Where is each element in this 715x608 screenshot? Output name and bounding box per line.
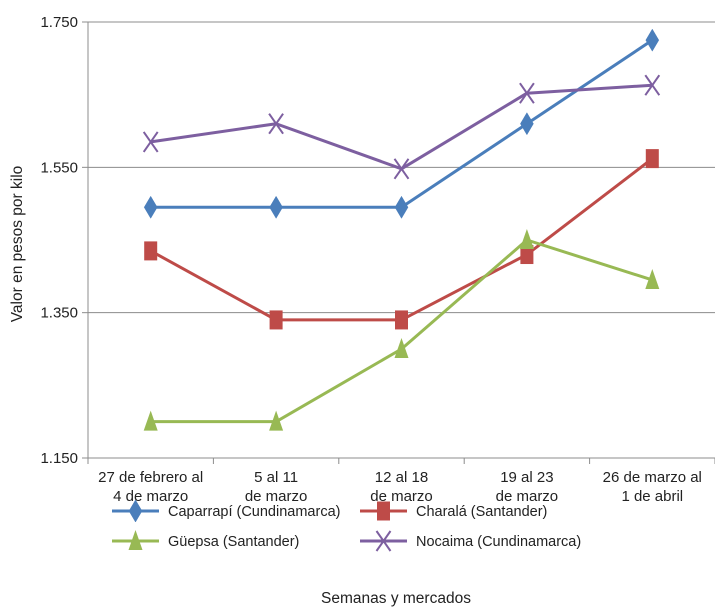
legend-label: Güepsa (Santander) — [168, 534, 299, 550]
legend-item: Caparrapí (Cundinamarca) — [112, 499, 340, 523]
legend-label: Caparrapí (Cundinamarca) — [168, 504, 340, 520]
y-tick-labels: 1.150 1.350 1.550 1.750 — [40, 14, 78, 467]
data-point — [645, 268, 660, 289]
legend-marker — [377, 501, 390, 521]
legend-marker — [375, 530, 392, 552]
data-point — [144, 241, 158, 261]
legend-item: Nocaima (Cundinamarca) — [360, 530, 581, 552]
data-point — [142, 131, 159, 153]
data-point — [393, 158, 410, 180]
axes — [82, 21, 715, 464]
x-tick-label: 5 al 11 de marzo — [245, 469, 308, 505]
y-tick-label: 1.750 — [40, 14, 78, 31]
legend-item: Charalá (Santander) — [360, 501, 547, 521]
data-point — [644, 74, 661, 96]
data-point — [269, 410, 284, 431]
data-point — [143, 410, 158, 431]
data-point — [395, 310, 408, 330]
series-0 — [143, 28, 660, 219]
y-tick-label: 1.550 — [40, 159, 78, 176]
legend-label: Nocaima (Cundinamarca) — [416, 534, 581, 550]
series-line — [150, 38, 654, 209]
series-line — [149, 157, 654, 322]
data-point — [268, 113, 284, 135]
legend: Caparrapí (Cundinamarca) Charalá (Santand… — [112, 499, 581, 552]
legend-item: Güepsa (Santander) — [112, 530, 299, 550]
data-point — [520, 112, 534, 136]
x-tick-label: 19 al 23 de marzo — [496, 469, 559, 505]
series-lines — [142, 28, 661, 431]
legend-label: Charalá (Santander) — [416, 504, 547, 520]
x-tick-labels: 27 de febrero al 4 de marzo 5 al 11 de marz… — [98, 469, 702, 505]
series-line — [150, 83, 653, 171]
data-point — [394, 338, 409, 358]
data-point — [519, 229, 534, 249]
x-tick-label: 26 de marzo al 1 de abril — [603, 469, 702, 505]
data-point — [520, 245, 534, 265]
x-tick-label: 27 de febrero al 4 de marzo — [98, 469, 203, 505]
data-point — [645, 149, 659, 169]
legend-marker — [128, 530, 143, 550]
data-point — [143, 195, 158, 219]
series-line — [150, 238, 653, 424]
y-axis-title: Valor en pesos por kilo — [9, 166, 26, 323]
series-1 — [144, 149, 659, 330]
series-2 — [143, 229, 660, 431]
legend-marker — [128, 499, 143, 523]
data-point — [269, 310, 283, 330]
series-3 — [142, 74, 661, 180]
data-point — [269, 195, 283, 219]
data-point — [645, 28, 660, 52]
data-point — [519, 82, 535, 104]
data-point — [394, 195, 409, 219]
y-tick-label: 1.350 — [40, 305, 78, 322]
y-tick-label: 1.150 — [40, 450, 78, 467]
x-tick-label: 12 al 18 de marzo — [370, 469, 433, 505]
x-axis-title: Semanas y mercados — [321, 590, 471, 607]
